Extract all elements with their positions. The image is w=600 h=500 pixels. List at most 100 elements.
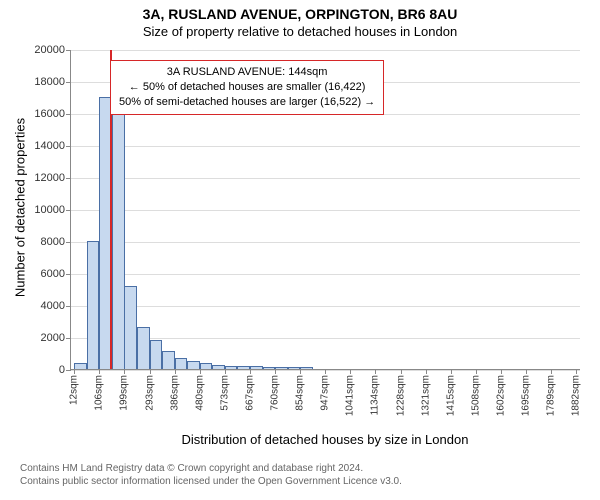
- xtick-mark: [124, 369, 125, 374]
- histogram-bar: [137, 327, 150, 369]
- xtick-label: 947sqm: [320, 375, 331, 411]
- xtick-mark: [150, 369, 151, 374]
- histogram-bar: [275, 367, 288, 369]
- ytick-mark: [66, 114, 71, 115]
- xtick-label: 1508sqm: [470, 375, 481, 416]
- gridline: [71, 178, 580, 179]
- xtick-mark: [426, 369, 427, 374]
- footer-attribution: Contains HM Land Registry data © Crown c…: [20, 462, 402, 488]
- ytick-mark: [66, 242, 71, 243]
- annotation-line: 50% of semi-detached houses are larger (…: [119, 95, 375, 110]
- annotation-line: ← 50% of detached houses are smaller (16…: [119, 80, 375, 95]
- xtick-label: 667sqm: [245, 375, 256, 411]
- ytick-mark: [66, 146, 71, 147]
- ytick-mark: [66, 370, 71, 371]
- ytick-mark: [66, 306, 71, 307]
- xtick-label: 1695sqm: [520, 375, 531, 416]
- ytick-label: 2000: [41, 332, 65, 344]
- xtick-label: 1882sqm: [571, 375, 582, 416]
- xtick-label: 573sqm: [219, 375, 230, 411]
- ytick-label: 10000: [34, 204, 65, 216]
- histogram-bar: [112, 110, 125, 369]
- histogram-bar: [175, 358, 188, 369]
- histogram-bar: [74, 363, 87, 369]
- histogram-bar: [162, 351, 175, 369]
- xtick-label: 854sqm: [295, 375, 306, 411]
- xtick-label: 1228sqm: [395, 375, 406, 416]
- gridline: [71, 274, 580, 275]
- xtick-mark: [526, 369, 527, 374]
- ytick-mark: [66, 50, 71, 51]
- xtick-mark: [74, 369, 75, 374]
- xtick-label: 386sqm: [169, 375, 180, 411]
- xtick-label: 1041sqm: [345, 375, 356, 416]
- xtick-mark: [501, 369, 502, 374]
- ytick-mark: [66, 210, 71, 211]
- histogram-bar: [187, 361, 200, 369]
- xtick-mark: [350, 369, 351, 374]
- ytick-mark: [66, 338, 71, 339]
- xtick-label: 199sqm: [119, 375, 130, 411]
- footer-line-1: Contains HM Land Registry data © Crown c…: [20, 462, 402, 475]
- histogram-bar: [300, 367, 313, 369]
- ytick-label: 12000: [34, 172, 65, 184]
- histogram-bar: [87, 241, 100, 369]
- histogram-bar: [212, 365, 225, 369]
- gridline: [71, 50, 580, 51]
- xtick-label: 12sqm: [69, 375, 80, 405]
- gridline: [71, 242, 580, 243]
- ytick-mark: [66, 274, 71, 275]
- xtick-mark: [250, 369, 251, 374]
- xtick-mark: [225, 369, 226, 374]
- chart-title: 3A, RUSLAND AVENUE, ORPINGTON, BR6 8AU: [0, 0, 600, 22]
- ytick-label: 6000: [41, 268, 65, 280]
- xtick-mark: [325, 369, 326, 374]
- histogram-bar: [288, 367, 301, 369]
- ytick-label: 14000: [34, 140, 65, 152]
- xtick-label: 293sqm: [144, 375, 155, 411]
- histogram-bar: [200, 363, 213, 369]
- gridline: [71, 210, 580, 211]
- histogram-chart: 3A, RUSLAND AVENUE, ORPINGTON, BR6 8AU S…: [0, 0, 600, 500]
- histogram-bar: [225, 366, 238, 369]
- xtick-mark: [275, 369, 276, 374]
- annotation-box: 3A RUSLAND AVENUE: 144sqm← 50% of detach…: [110, 60, 384, 115]
- xtick-mark: [200, 369, 201, 374]
- xtick-mark: [476, 369, 477, 374]
- ytick-mark: [66, 82, 71, 83]
- xtick-label: 106sqm: [94, 375, 105, 411]
- y-axis-label: Number of detached properties: [13, 108, 28, 308]
- histogram-bar: [124, 286, 137, 369]
- ytick-mark: [66, 178, 71, 179]
- xtick-mark: [375, 369, 376, 374]
- ytick-label: 8000: [41, 236, 65, 248]
- xtick-mark: [401, 369, 402, 374]
- annotation-line: 3A RUSLAND AVENUE: 144sqm: [119, 65, 375, 80]
- xtick-label: 1134sqm: [370, 375, 381, 415]
- xtick-mark: [175, 369, 176, 374]
- gridline: [71, 306, 580, 307]
- histogram-bar: [250, 366, 263, 369]
- histogram-bar: [263, 367, 276, 369]
- ytick-label: 16000: [34, 108, 65, 120]
- xtick-mark: [451, 369, 452, 374]
- xtick-label: 1415sqm: [445, 375, 456, 416]
- ytick-label: 0: [59, 364, 65, 376]
- chart-subtitle: Size of property relative to detached ho…: [0, 22, 600, 39]
- xtick-mark: [99, 369, 100, 374]
- xtick-mark: [300, 369, 301, 374]
- ytick-label: 4000: [41, 300, 65, 312]
- xtick-label: 1321sqm: [420, 375, 431, 416]
- xtick-label: 1789sqm: [546, 375, 557, 416]
- histogram-bar: [237, 366, 250, 369]
- xtick-label: 1602sqm: [496, 375, 507, 416]
- ytick-label: 20000: [34, 44, 65, 56]
- xtick-mark: [551, 369, 552, 374]
- gridline: [71, 146, 580, 147]
- xtick-label: 480sqm: [194, 375, 205, 411]
- xtick-mark: [576, 369, 577, 374]
- x-axis-label: Distribution of detached houses by size …: [70, 432, 580, 447]
- xtick-label: 760sqm: [270, 375, 281, 411]
- histogram-bar: [150, 340, 163, 369]
- ytick-label: 18000: [34, 76, 65, 88]
